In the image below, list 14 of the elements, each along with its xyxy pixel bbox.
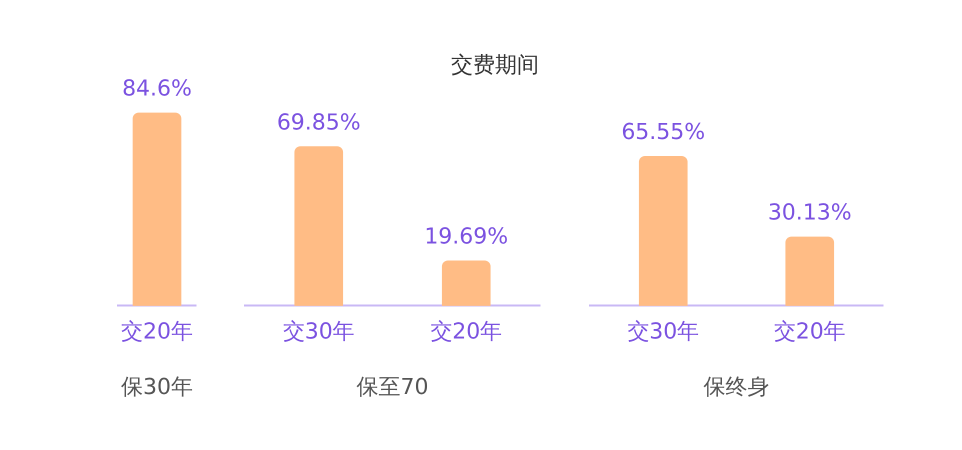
- data-label: 65.55%: [621, 120, 706, 146]
- x-tick-label: 交20年: [774, 320, 846, 345]
- data-label: 30.13%: [768, 200, 852, 226]
- x-tick-label: 交30年: [627, 320, 700, 345]
- x-axis-title: 保至70: [356, 375, 428, 400]
- data-label: 84.6%: [122, 76, 192, 102]
- data-label: 19.69%: [424, 224, 508, 250]
- x-axis-title: 保终身: [702, 374, 770, 402]
- x-tick-label: 交20年: [121, 320, 193, 345]
- x-axis-title: 保30年: [120, 374, 194, 402]
- x-tick-label: 交30年: [282, 320, 355, 345]
- chart-title: 交费期间: [450, 52, 540, 80]
- data-label: 69.85%: [276, 110, 361, 136]
- x-tick-label: 交20年: [430, 320, 502, 345]
